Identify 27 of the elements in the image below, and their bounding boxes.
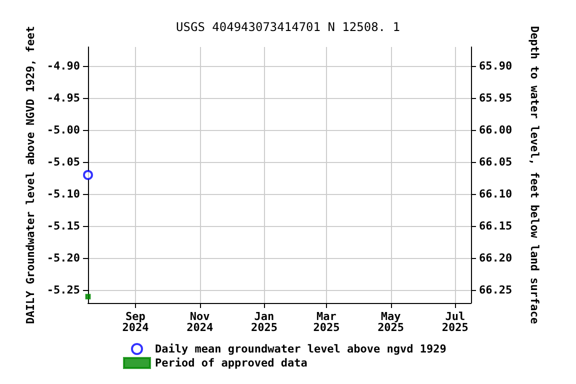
y2-tick-label: 66.05 — [479, 156, 512, 169]
x-tick-label: Nov 2024 — [186, 310, 214, 334]
x-tick-label: Jul 2025 — [442, 310, 468, 334]
y2-tick-label: 66.25 — [479, 284, 512, 297]
y2-tick-label: 65.90 — [479, 60, 512, 73]
y-tick-label: -5.05 — [46, 156, 80, 169]
y-tick-label: -4.95 — [46, 92, 80, 105]
x-tick-label: Mar 2025 — [313, 310, 340, 334]
legend-label: Daily mean groundwater level above ngvd 1929 — [155, 342, 446, 356]
y2-axis-title: Depth to water level, feet below land surface — [528, 26, 541, 324]
x-tick-label: Jan 2025 — [250, 310, 278, 334]
x-tick-label: May 2025 — [378, 310, 404, 334]
x-tick-label: Sep 2024 — [122, 310, 150, 334]
y2-tick-label: 66.20 — [479, 252, 512, 265]
y2-tick-label: 66.00 — [479, 124, 512, 137]
y-tick-label: -4.90 — [46, 60, 80, 73]
y-axis-title: DAILY Groundwater level above NGVD 1929, feet — [24, 26, 37, 324]
y-tick-label: -5.20 — [46, 252, 80, 265]
y-tick-label: -5.15 — [46, 220, 80, 233]
y2-tick-label: 66.15 — [479, 220, 512, 233]
y-tick-label: -5.25 — [46, 284, 80, 297]
legend-label: Period of approved data — [155, 356, 308, 370]
y2-tick-label: 66.10 — [479, 188, 512, 201]
y-tick-label: -5.00 — [46, 124, 80, 137]
y2-tick-label: 65.95 — [479, 92, 512, 105]
chart-title: USGS 404943073414701 N 12508. 1 — [176, 20, 400, 34]
y-tick-label: -5.10 — [46, 188, 80, 201]
